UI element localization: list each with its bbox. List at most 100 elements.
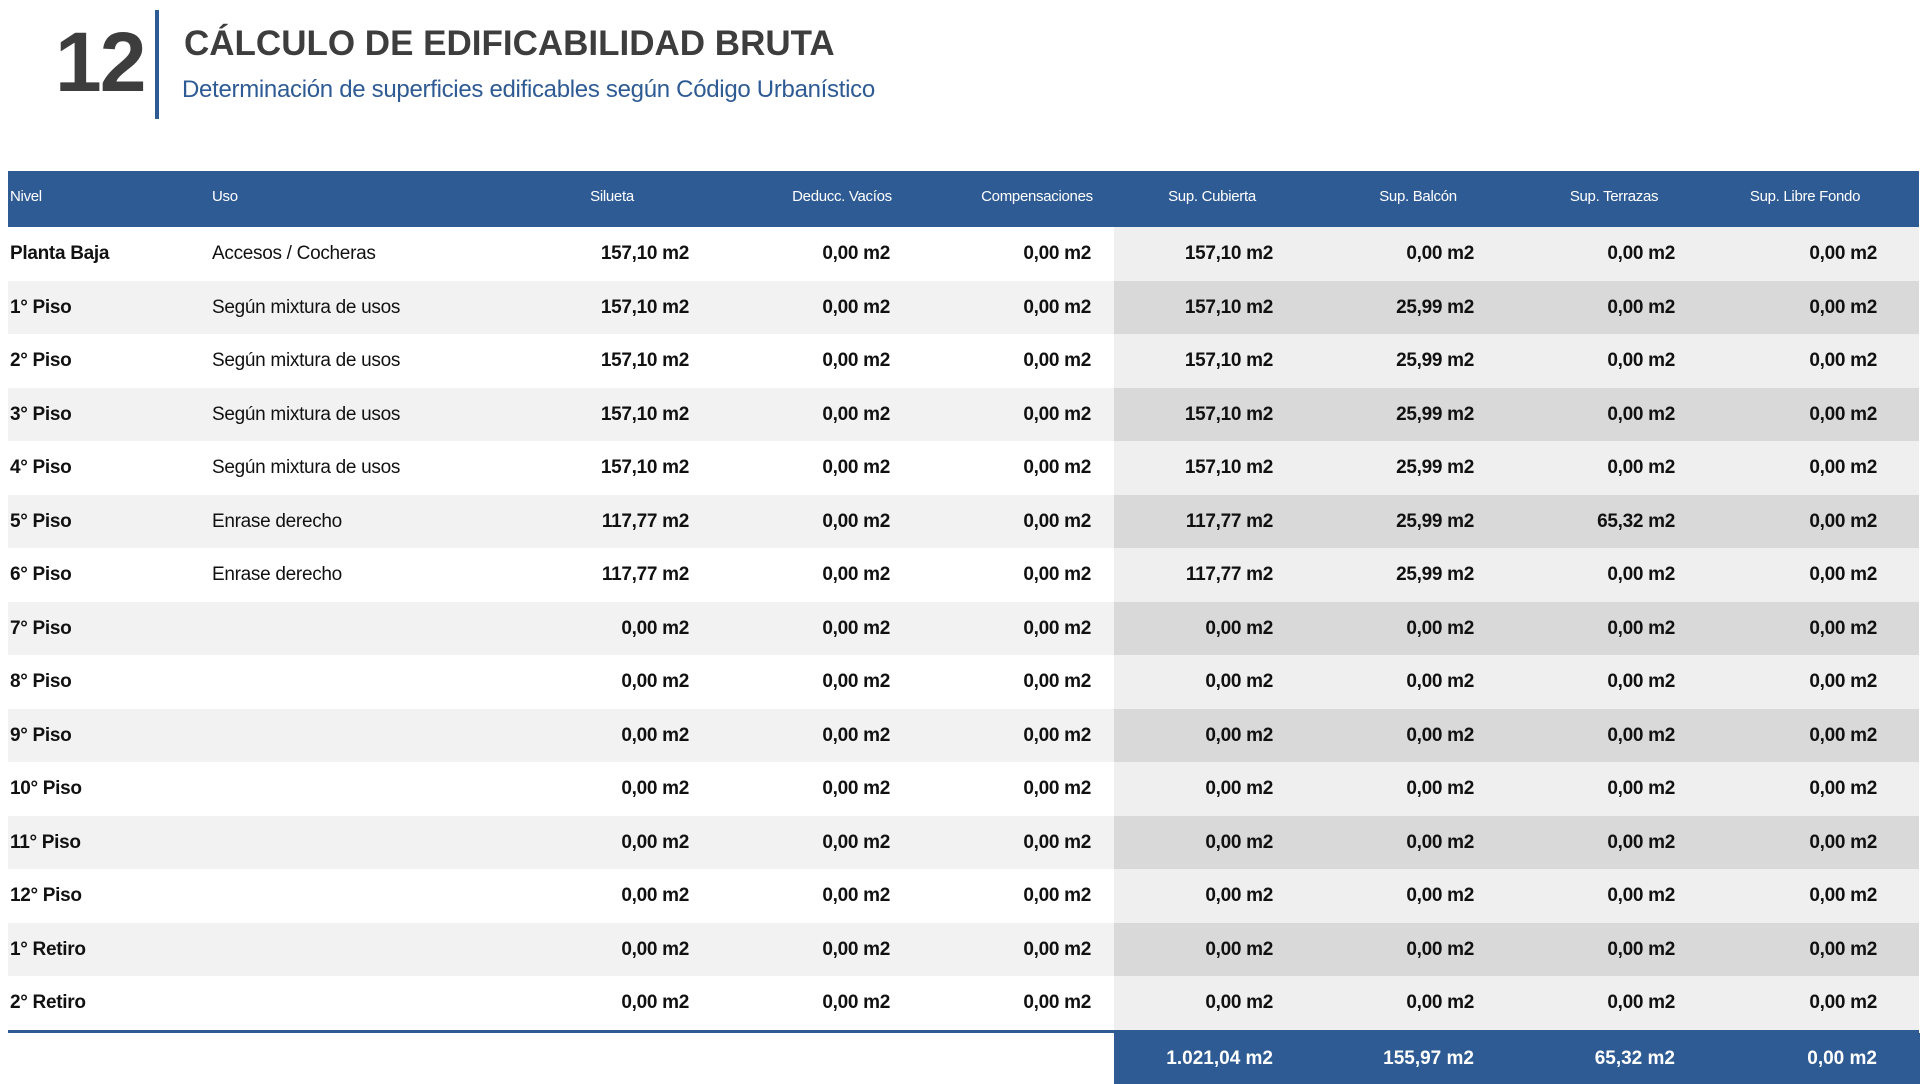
value-cell: 0,00 m2 (1023, 296, 1091, 318)
table-row: 3° Piso Según mixtura de usos 157,10 m2 0,0… (8, 387, 1919, 442)
value-cell: 0,00 m2 (1809, 296, 1877, 318)
shaded-block (1114, 601, 1919, 656)
value-cell: 0,00 m2 (1205, 992, 1273, 1013)
level-cell: 10° Piso (10, 778, 82, 799)
value-cell: 0,00 m2 (1023, 885, 1091, 906)
level-cell: 4° Piso (10, 457, 72, 478)
use-cell: Accesos / Cocheras (212, 243, 376, 264)
value-cell: 0,00 m2 (1607, 243, 1675, 264)
level-cell: 8° Piso (10, 671, 72, 692)
level-cell: 6° Piso (10, 564, 72, 585)
total-cell: 1.021,04 m2 (1166, 1048, 1273, 1069)
level-cell: 2° Piso (10, 350, 72, 371)
value-cell: 0,00 m2 (621, 831, 689, 853)
value-cell: 25,99 m2 (1396, 457, 1474, 478)
value-cell: 0,00 m2 (822, 778, 890, 799)
value-cell: 0,00 m2 (1607, 992, 1675, 1013)
shaded-block (1114, 441, 1919, 495)
value-cell: 25,99 m2 (1396, 403, 1474, 425)
value-cell: 0,00 m2 (1809, 457, 1877, 478)
shaded-block (1114, 387, 1919, 442)
value-cell: 0,00 m2 (1607, 671, 1675, 692)
value-cell: 0,00 m2 (822, 296, 890, 318)
value-cell: 0,00 m2 (822, 350, 890, 371)
value-cell: 157,10 m2 (600, 243, 689, 264)
total-cell: 0,00 m2 (1807, 1048, 1877, 1069)
shaded-block (1114, 655, 1919, 709)
value-cell: 0,00 m2 (1406, 831, 1474, 853)
use-cell: Según mixtura de usos (212, 403, 401, 425)
value-cell: 25,99 m2 (1396, 510, 1474, 532)
table-row: 8° Piso 0,00 m2 0,00 m2 0,00 m2 0,00 m2 0,00 … (8, 655, 1919, 709)
value-cell: 0,00 m2 (1809, 724, 1877, 746)
value-cell: 0,00 m2 (1023, 992, 1091, 1013)
level-cell: 1° Retiro (10, 938, 86, 960)
shaded-block (1114, 762, 1919, 816)
level-cell: 3° Piso (10, 403, 72, 425)
value-cell: 157,10 m2 (1184, 296, 1273, 318)
value-cell: 0,00 m2 (1406, 724, 1474, 746)
use-cell: Según mixtura de usos (212, 350, 401, 371)
value-cell: 0,00 m2 (1809, 617, 1877, 639)
value-cell: 0,00 m2 (1023, 724, 1091, 746)
value-cell: 0,00 m2 (1809, 403, 1877, 425)
value-cell: 0,00 m2 (621, 778, 689, 799)
level-cell: 7° Piso (10, 617, 72, 639)
value-cell: 0,00 m2 (822, 457, 890, 478)
shaded-block (1114, 869, 1919, 923)
value-cell: 0,00 m2 (1607, 564, 1675, 585)
column-header: Sup. Terrazas (1569, 188, 1659, 205)
value-cell: 0,00 m2 (1205, 938, 1273, 960)
value-cell: 0,00 m2 (1023, 457, 1091, 478)
value-cell: 0,00 m2 (1809, 992, 1877, 1013)
table-row: 5° Piso Enrase derecho 117,77 m2 0,00 m2 0,0… (8, 494, 1919, 549)
shaded-block (1114, 227, 1919, 281)
column-header: Sup. Balcón (1379, 188, 1457, 205)
table-row: 4° Piso Según mixtura de usos 157,10 m2 0,0… (8, 441, 1919, 495)
value-cell: 25,99 m2 (1396, 296, 1474, 318)
value-cell: 0,00 m2 (1205, 831, 1273, 853)
table-row: Planta Baja Accesos / Cocheras 157,10 m2 0,… (8, 227, 1919, 281)
value-cell: 65,32 m2 (1597, 510, 1675, 532)
use-cell: Según mixtura de usos (212, 296, 401, 318)
section-number: 12 (55, 15, 146, 109)
value-cell: 0,00 m2 (1607, 617, 1675, 639)
value-cell: 0,00 m2 (1205, 617, 1273, 639)
value-cell: 0,00 m2 (1023, 350, 1091, 371)
level-cell: 5° Piso (10, 510, 72, 532)
column-header: Sup. Cubierta (1168, 188, 1256, 205)
table-row: 9° Piso 0,00 m2 0,00 m2 0,00 m2 0,00 m2 0,00 … (8, 708, 1919, 763)
value-cell: 0,00 m2 (1809, 885, 1877, 906)
shaded-block (1114, 548, 1919, 602)
value-cell: 0,00 m2 (1023, 617, 1091, 639)
shaded-block (1114, 280, 1919, 335)
title: CÁLCULO DE EDIFICABILIDAD BRUTA (184, 24, 835, 63)
value-cell: 0,00 m2 (1607, 938, 1675, 960)
table-row: 1° Retiro 0,00 m2 0,00 m2 0,00 m2 0,00 m2 0,0… (8, 922, 1919, 977)
level-cell: 11° Piso (10, 831, 81, 853)
table-row: 2° Piso Según mixtura de usos 157,10 m2 0,0… (8, 334, 1919, 388)
value-cell: 0,00 m2 (621, 671, 689, 692)
value-cell: 0,00 m2 (1406, 992, 1474, 1013)
level-cell: 12° Piso (10, 885, 82, 906)
value-cell: 0,00 m2 (1406, 243, 1474, 264)
value-cell: 0,00 m2 (1607, 778, 1675, 799)
value-cell: 0,00 m2 (822, 938, 890, 960)
column-header: Silueta (590, 188, 634, 205)
value-cell: 0,00 m2 (1023, 671, 1091, 692)
value-cell: 0,00 m2 (822, 885, 890, 906)
level-cell: 9° Piso (10, 724, 72, 746)
value-cell: 157,10 m2 (600, 403, 689, 425)
level-cell: 1° Piso (10, 296, 72, 318)
value-cell: 0,00 m2 (822, 831, 890, 853)
value-cell: 0,00 m2 (1607, 296, 1675, 318)
value-cell: 157,10 m2 (600, 457, 689, 478)
value-cell: 0,00 m2 (1205, 778, 1273, 799)
value-cell: 0,00 m2 (1607, 831, 1675, 853)
value-cell: 0,00 m2 (1809, 778, 1877, 799)
value-cell: 25,99 m2 (1396, 564, 1474, 585)
shaded-block (1114, 976, 1919, 1030)
value-cell: 0,00 m2 (822, 671, 890, 692)
value-cell: 157,10 m2 (1184, 243, 1273, 264)
